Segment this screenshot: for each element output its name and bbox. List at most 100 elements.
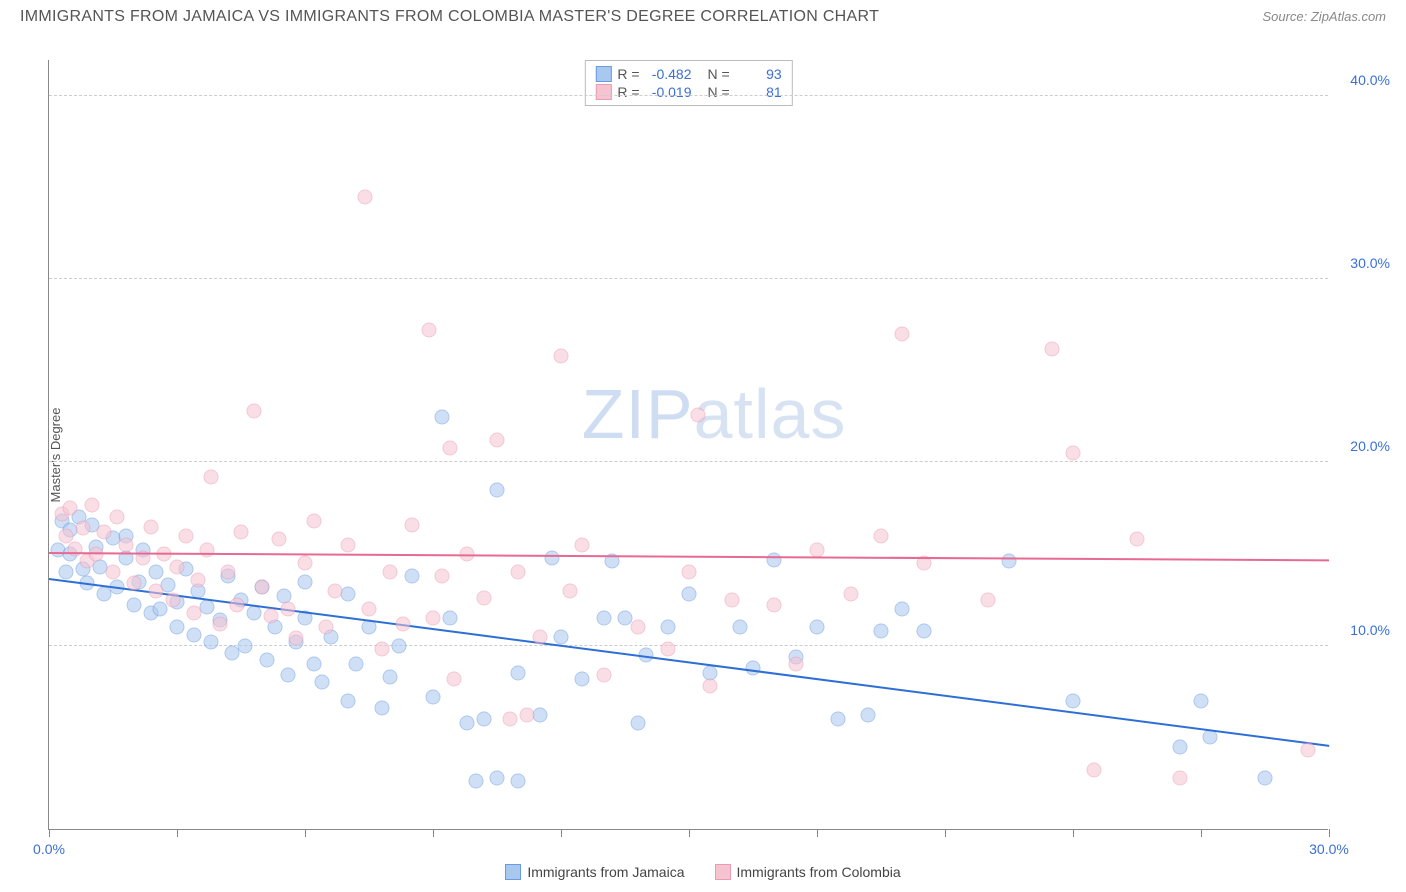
correlation-stats-legend: R =-0.482N =93R =-0.019N =81: [584, 60, 792, 106]
scatter-point-jamaica: [426, 690, 441, 705]
chart-container: Master's Degree ZIPatlas R =-0.482N =93R…: [0, 30, 1406, 880]
scatter-point-colombia: [724, 592, 739, 607]
stats-row-jamaica: R = -0.482 N = 93: [595, 65, 781, 83]
scatter-point-colombia: [319, 620, 334, 635]
scatter-point-jamaica: [1194, 693, 1209, 708]
scatter-point-jamaica: [434, 409, 449, 424]
scatter-point-colombia: [221, 565, 236, 580]
scatter-point-colombia: [383, 565, 398, 580]
scatter-point-jamaica: [404, 569, 419, 584]
scatter-point-colombia: [895, 327, 910, 342]
scatter-point-jamaica: [1002, 554, 1017, 569]
scatter-point-colombia: [118, 537, 133, 552]
stat-r-key: R =: [617, 66, 639, 82]
scatter-point-colombia: [280, 602, 295, 617]
scatter-point-colombia: [421, 323, 436, 338]
plot-area: ZIPatlas R =-0.482N =93R =-0.019N =81 10…: [48, 60, 1328, 830]
x-tick: [433, 829, 434, 837]
x-tick: [1201, 829, 1202, 837]
scatter-point-colombia: [127, 576, 142, 591]
scatter-point-colombia: [374, 642, 389, 657]
scatter-point-colombia: [144, 519, 159, 534]
scatter-point-colombia: [404, 517, 419, 532]
scatter-point-jamaica: [810, 620, 825, 635]
scatter-point-jamaica: [733, 620, 748, 635]
scatter-point-colombia: [327, 583, 342, 598]
scatter-point-colombia: [229, 598, 244, 613]
legend-swatch-jamaica: [505, 864, 521, 880]
stats-row-colombia: R =-0.019N =81: [595, 83, 781, 101]
scatter-point-colombia: [110, 510, 125, 525]
scatter-point-jamaica: [916, 624, 931, 639]
scatter-point-colombia: [306, 514, 321, 529]
scatter-point-colombia: [106, 565, 121, 580]
scatter-point-colombia: [767, 598, 782, 613]
stat-n-key: N =: [708, 84, 730, 100]
scatter-point-jamaica: [199, 600, 214, 615]
scatter-point-colombia: [532, 629, 547, 644]
scatter-point-jamaica: [746, 660, 761, 675]
scatter-point-jamaica: [374, 701, 389, 716]
scatter-point-jamaica: [468, 774, 483, 789]
stat-n-key: N =: [708, 66, 730, 82]
scatter-point-jamaica: [831, 712, 846, 727]
series-legend: Immigrants from JamaicaImmigrants from C…: [0, 864, 1406, 880]
scatter-point-jamaica: [1066, 693, 1081, 708]
gridline-h: [49, 278, 1328, 279]
x-tick: [305, 829, 306, 837]
scatter-point-jamaica: [874, 624, 889, 639]
x-tick: [817, 829, 818, 837]
scatter-point-jamaica: [238, 638, 253, 653]
scatter-point-jamaica: [127, 598, 142, 613]
scatter-point-jamaica: [895, 602, 910, 617]
scatter-point-jamaica: [315, 675, 330, 690]
scatter-point-colombia: [575, 537, 590, 552]
legend-swatch-colombia: [595, 84, 611, 100]
scatter-point-jamaica: [660, 620, 675, 635]
scatter-point-colombia: [443, 440, 458, 455]
trendline-colombia: [49, 552, 1329, 561]
scatter-point-jamaica: [767, 552, 782, 567]
scatter-point-jamaica: [1172, 739, 1187, 754]
scatter-point-jamaica: [1202, 730, 1217, 745]
legend-item-colombia: Immigrants from Colombia: [715, 864, 901, 880]
scatter-point-colombia: [191, 572, 206, 587]
scatter-point-colombia: [212, 616, 227, 631]
scatter-point-jamaica: [477, 712, 492, 727]
scatter-point-colombia: [1172, 770, 1187, 785]
x-tick-label: 30.0%: [1309, 841, 1349, 857]
scatter-point-colombia: [357, 189, 372, 204]
scatter-point-jamaica: [443, 611, 458, 626]
scatter-point-jamaica: [861, 708, 876, 723]
scatter-point-jamaica: [460, 715, 475, 730]
scatter-point-jamaica: [349, 657, 364, 672]
scatter-point-jamaica: [682, 587, 697, 602]
scatter-point-colombia: [63, 501, 78, 516]
scatter-point-colombia: [84, 497, 99, 512]
scatter-point-colombia: [788, 657, 803, 672]
scatter-point-jamaica: [59, 565, 74, 580]
scatter-point-jamaica: [511, 774, 526, 789]
scatter-point-colombia: [97, 525, 112, 540]
scatter-point-colombia: [199, 543, 214, 558]
scatter-point-jamaica: [340, 587, 355, 602]
stat-r-value: -0.482: [646, 66, 692, 82]
scatter-point-colombia: [1087, 763, 1102, 778]
title-bar: IMMIGRANTS FROM JAMAICA VS IMMIGRANTS FR…: [0, 0, 1406, 30]
scatter-point-colombia: [204, 470, 219, 485]
scatter-point-jamaica: [391, 638, 406, 653]
watermark: ZIPatlas: [582, 374, 847, 454]
scatter-point-jamaica: [280, 668, 295, 683]
stat-n-value: 93: [736, 66, 782, 82]
scatter-point-colombia: [148, 583, 163, 598]
stat-n-value: 81: [736, 84, 782, 100]
scatter-point-colombia: [246, 404, 261, 419]
scatter-point-jamaica: [554, 629, 569, 644]
scatter-point-colombia: [234, 525, 249, 540]
y-tick-label: 30.0%: [1350, 255, 1390, 271]
scatter-point-jamaica: [306, 657, 321, 672]
scatter-point-colombia: [362, 602, 377, 617]
scatter-point-colombia: [844, 587, 859, 602]
scatter-point-colombia: [434, 569, 449, 584]
scatter-point-jamaica: [152, 602, 167, 617]
